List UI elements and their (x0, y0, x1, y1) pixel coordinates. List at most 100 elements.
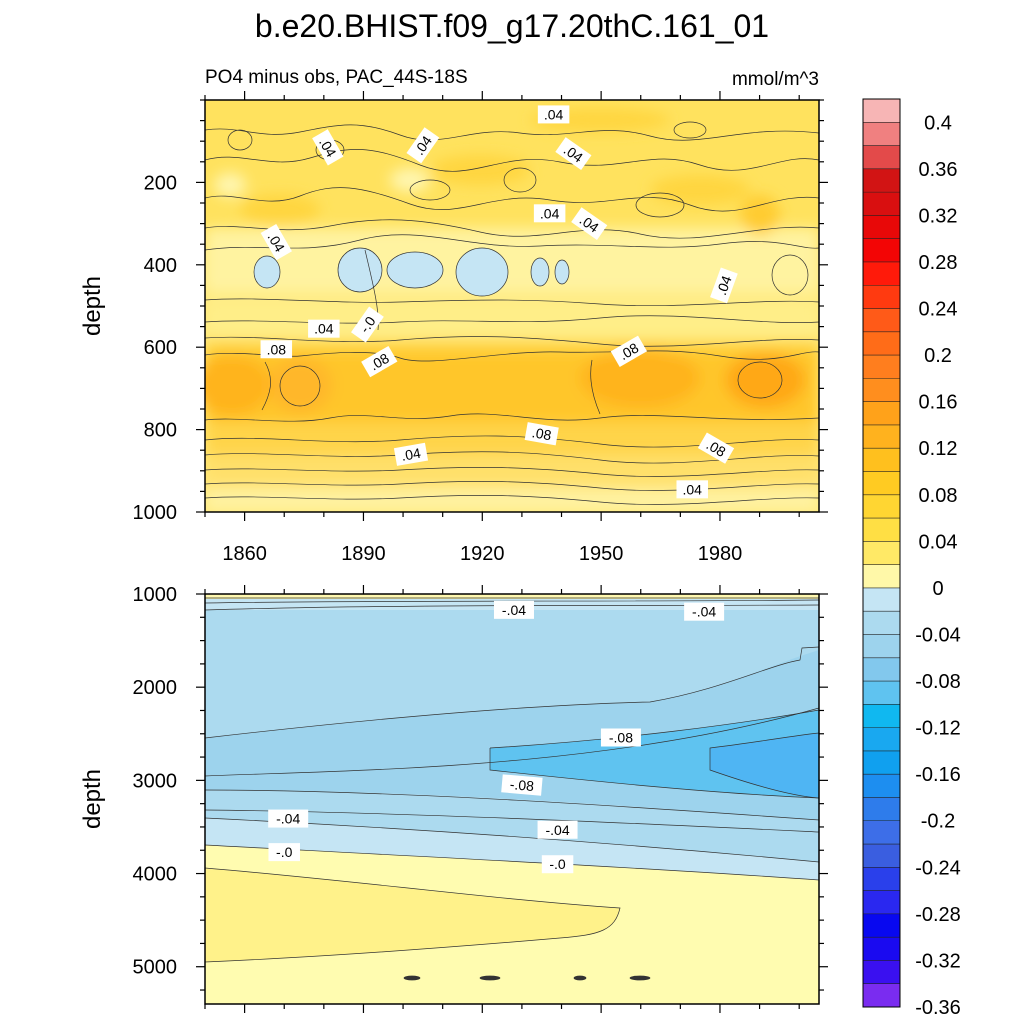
contour-label-box (393, 442, 429, 466)
colorbar-swatch (863, 541, 900, 566)
y-tick-label: 1000 (133, 502, 178, 524)
lower-axes: 1000 2000 3000 4000 5000 (133, 584, 828, 1013)
contour-label: .08 (361, 345, 398, 378)
contour-label-text: .04 (713, 273, 735, 297)
contour-label-box (308, 319, 340, 338)
contour-label-box (268, 843, 300, 862)
colorbar-label: 0.2 (924, 345, 952, 367)
colorbar-swatch (863, 657, 900, 682)
x-tick-label: 1860 (222, 543, 267, 565)
contour-label-box (493, 600, 534, 619)
colorbar-label: -0.16 (915, 764, 961, 786)
y-tick-label: 5000 (133, 957, 178, 979)
colorbar-swatch (863, 355, 900, 379)
contour-label-box (361, 345, 398, 378)
contour-label-text: .08 (267, 341, 287, 357)
colorbar-swatch (863, 634, 900, 659)
contour-label-box (312, 129, 344, 166)
colorbar-label: 0.08 (919, 485, 958, 507)
colorbar-label: -0.12 (915, 718, 961, 740)
colorbar-swatch (863, 215, 900, 240)
contour-label-box (555, 137, 592, 170)
colorbar-label: 0.04 (919, 531, 958, 553)
contour-label-box (537, 820, 578, 839)
contour-label: -.0 (541, 855, 574, 874)
colorbar-swatch (863, 168, 900, 193)
contour-label-text: -.0 (549, 856, 566, 872)
contour-label-text: -.04 (692, 604, 716, 620)
colorbar-swatch (863, 564, 900, 589)
upper-ylabel: depth (79, 276, 106, 336)
contour-label-box (537, 105, 570, 124)
colorbar-label: -0.04 (915, 624, 961, 646)
contour-label-box (406, 127, 440, 164)
contour-label: .08 (610, 335, 647, 367)
y-tick-label: 3000 (133, 770, 178, 792)
y-tick-label: 800 (144, 420, 177, 442)
contour-label-box (684, 602, 725, 621)
contour-label-box (676, 480, 708, 499)
colorbar-swatch (863, 820, 900, 845)
contour-label: -.0 (351, 306, 384, 343)
colorbar-swatch (863, 471, 900, 496)
contour-label-text: -.0 (356, 313, 379, 336)
contour-label-box (710, 267, 738, 304)
colorbar-label: 0.16 (919, 392, 958, 414)
contour-label: -.0 (268, 843, 300, 862)
x-tick-label: 1920 (460, 543, 505, 565)
contour-label-box (524, 422, 559, 446)
upper-contour-labels: .04.04.04.04.04.04.04.04.04 -.0.08.08.08.… (260, 105, 738, 499)
x-tick-label: 1950 (579, 543, 624, 565)
upper-axes: 200 400 600 800 1000 (133, 91, 828, 524)
contour-label: .04 (308, 319, 340, 338)
contour-label-text: -.04 (276, 811, 300, 827)
contour-label: -.04 (537, 820, 578, 839)
colorbar-swatch (863, 122, 900, 146)
contour-label-box (541, 855, 574, 874)
colorbar-label: 0.4 (924, 112, 952, 134)
contour-label: .08 (260, 340, 293, 359)
colorbar-swatch (863, 99, 900, 123)
lower-plot-frame (204, 593, 820, 1005)
colorbar-swatch (863, 890, 900, 915)
contour-label-box (501, 774, 543, 796)
contour-label: .08 (697, 432, 735, 464)
colorbar-label: -0.2 (921, 811, 955, 833)
contour-label-box (697, 432, 735, 464)
contour-label: .04 (537, 105, 570, 124)
x-tick-label: 1890 (341, 543, 386, 565)
colorbar-swatch (863, 448, 900, 472)
colorbar-swatch (863, 797, 900, 822)
upper-contour-lines (205, 121, 819, 505)
colorbar-label: 0.24 (919, 299, 958, 321)
contour-label: -.08 (600, 728, 641, 747)
contour-label-box (260, 340, 293, 359)
x-axis-tick-labels: 1860 1890 1920 1950 1980 (222, 543, 742, 565)
contour-label: -.04 (684, 602, 725, 621)
colorbar-swatch (863, 145, 900, 170)
contour-label: .04 (676, 480, 708, 499)
y-tick-label: 4000 (133, 864, 178, 886)
contour-label: -.04 (493, 600, 534, 619)
y-tick-label: 2000 (133, 677, 178, 699)
colorbar-swatch (863, 913, 900, 938)
colorbar-swatch (863, 518, 900, 542)
colorbar-label: 0.28 (919, 252, 958, 274)
y-tick-label: 400 (144, 255, 177, 277)
contour-label: .04 (312, 129, 344, 166)
colorbar-swatch (863, 727, 900, 752)
colorbar-swatch (863, 378, 900, 403)
y-tick-label: 1000 (133, 584, 178, 606)
contour-label: .04 (260, 224, 292, 261)
lower-contour-labels: -.04 -.04 -.08 -.08 -.04 -.04 -.0 -.0 (268, 600, 725, 874)
chart-title: b.e20.BHIST.f09_g17.20thC.161_01 (255, 8, 769, 44)
colorbar-swatch (863, 750, 900, 775)
lower-ylabel: depth (79, 769, 106, 829)
colorbar-swatch (863, 960, 900, 985)
contour-label-box (610, 335, 647, 367)
contour-label-text: -.04 (545, 822, 569, 838)
colorbar-swatch (863, 308, 900, 333)
colorbar-label: 0.36 (919, 159, 958, 181)
contour-label-text: -.08 (609, 730, 633, 746)
